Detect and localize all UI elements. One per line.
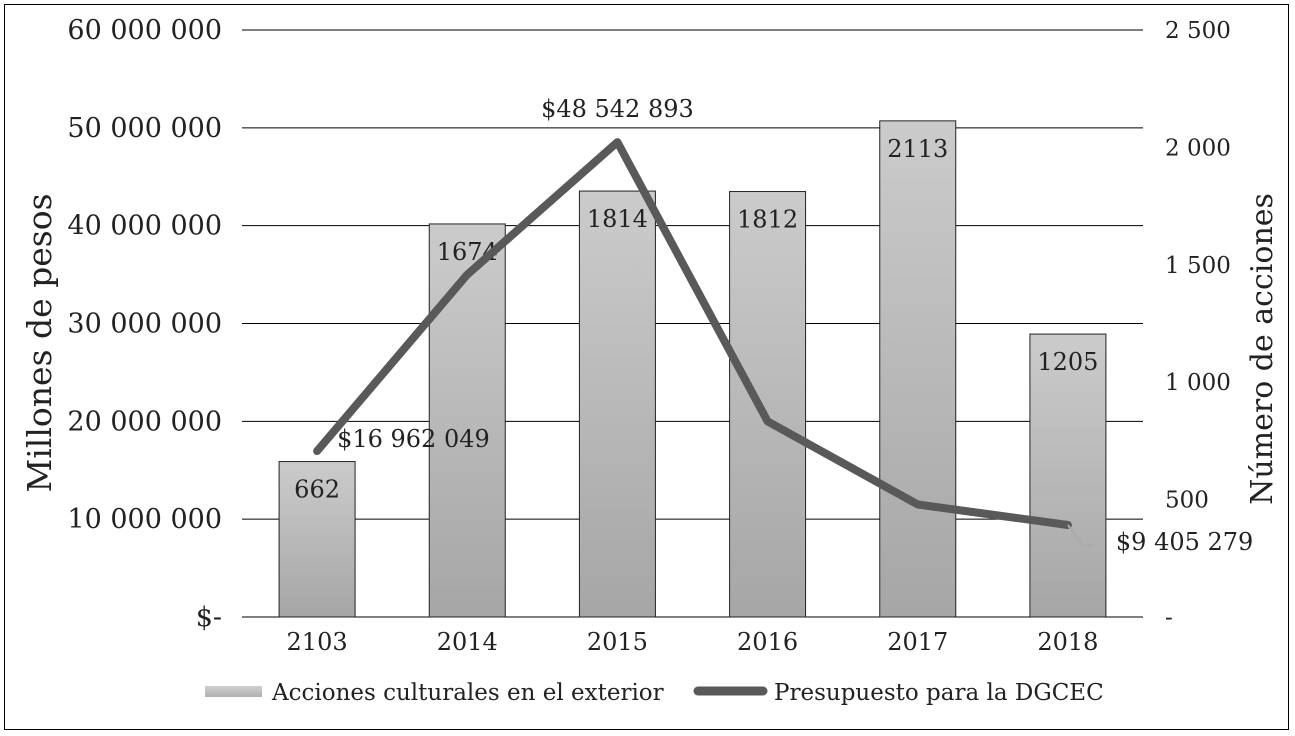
bar-value-label: 1205 [1037, 348, 1098, 376]
y-tick-label: 10 000 000 [67, 504, 222, 535]
y2-tick-label: 2 500 [1165, 18, 1231, 44]
y2-tick-label: 1 500 [1165, 253, 1231, 279]
bar [428, 223, 506, 618]
bar [879, 120, 957, 618]
gridlines [242, 29, 1143, 618]
bar-value-label: 2113 [887, 135, 948, 163]
budget-point [316, 450, 319, 453]
budget-value-label: $16 962 049 [337, 425, 490, 453]
legend-swatch-bars [205, 686, 262, 697]
legend: Acciones culturales en el exterior Presu… [205, 680, 1104, 706]
budget-line [313, 138, 1072, 529]
bar [729, 191, 807, 618]
label-leader-line [1067, 524, 1094, 546]
bars [278, 120, 1107, 618]
budget-point [466, 273, 469, 276]
y2-tick-label: - [1165, 605, 1173, 631]
x-tick-label: 2103 [287, 628, 348, 656]
y-tick-label: 60 000 000 [67, 15, 222, 46]
bar [578, 190, 656, 618]
y2-tick-label: 2 000 [1165, 135, 1231, 161]
budget-point [916, 503, 919, 506]
bar-value-label: 1814 [587, 205, 648, 233]
budget-labels: $16 962 049 $48 542 893 $9 405 279 [337, 95, 1253, 556]
y-tick-label: 20 000 000 [67, 406, 222, 437]
x-tick-label: 2016 [737, 628, 798, 656]
y-tick-label: 50 000 000 [67, 113, 222, 144]
budget-point [616, 141, 619, 144]
x-axis-ticks: 2103 2014 2015 2016 2017 2018 [287, 628, 1099, 656]
legend-label-line: Presupuesto para la DGCEC [774, 680, 1104, 706]
bar-value-label: 662 [294, 476, 340, 504]
budget-value-label: $48 542 893 [541, 95, 694, 123]
y2-tick-label: 500 [1165, 488, 1209, 514]
right-axis-title: Número de acciones [1245, 193, 1280, 505]
x-tick-label: 2018 [1037, 628, 1098, 656]
y2-tick-label: 1 000 [1165, 370, 1231, 396]
y-tick-label: $- [196, 602, 222, 633]
left-axis-title: Millones de pesos [20, 193, 59, 492]
right-axis-ticks: - 500 1 000 1 500 2 000 2 500 [1165, 18, 1231, 631]
x-tick-label: 2014 [437, 628, 498, 656]
bar [278, 461, 356, 618]
budget-point [766, 420, 769, 423]
x-tick-label: 2017 [887, 628, 948, 656]
budget-value-label: $9 405 279 [1116, 528, 1253, 556]
x-tick-label: 2015 [587, 628, 648, 656]
left-axis-ticks: $- 10 000 000 20 000 000 30 000 000 40 000 0… [67, 15, 222, 633]
y-tick-label: 40 000 000 [67, 211, 222, 242]
y-tick-label: 30 000 000 [67, 309, 222, 340]
legend-label-bars: Acciones culturales en el exterior [271, 680, 664, 706]
bar [1029, 333, 1107, 618]
bar-value-label: 1812 [737, 206, 798, 234]
budget-line-path [313, 138, 1072, 529]
